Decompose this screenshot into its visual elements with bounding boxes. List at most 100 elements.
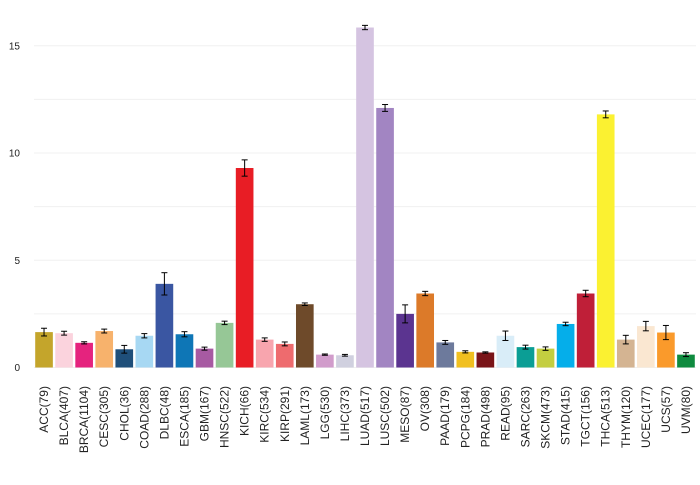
error-bar — [402, 304, 409, 324]
bar — [175, 334, 194, 368]
x-tick-label: GBM(167) — [198, 386, 212, 441]
error-bar — [542, 346, 549, 351]
x-tick-label: THCA(513) — [599, 386, 613, 447]
x-tick-label: COAD(288) — [137, 386, 151, 449]
y-tick-label: 10 — [9, 149, 21, 160]
x-tick-label: BLCA(407) — [57, 386, 71, 445]
bar — [95, 331, 114, 368]
error-bar — [261, 337, 268, 342]
error-bar — [622, 334, 629, 345]
bar — [657, 332, 675, 368]
bar — [316, 354, 334, 368]
y-axis: 0 5 10 15 — [9, 41, 21, 374]
error-bar — [341, 353, 348, 357]
bar — [376, 107, 394, 368]
bar — [135, 335, 154, 368]
bar — [516, 347, 535, 368]
bar — [416, 293, 435, 368]
x-tick-label: PAAD(179) — [438, 386, 452, 446]
bar — [215, 322, 234, 368]
error-bar — [582, 289, 589, 298]
x-tick-label: PCPG(184) — [458, 386, 472, 448]
error-bar — [61, 330, 68, 336]
x-tick-label: UCS(57) — [659, 386, 673, 433]
bar — [155, 283, 174, 368]
bar — [616, 339, 635, 368]
x-tick-label: DLBC(48) — [157, 386, 171, 439]
x-tick-label: UCEC(177) — [639, 386, 653, 448]
error-bar — [181, 331, 188, 338]
error-bar — [201, 346, 208, 351]
error-bar — [241, 159, 248, 177]
bar — [75, 342, 93, 368]
error-bar — [81, 341, 88, 345]
error-bars — [41, 24, 689, 358]
error-bar — [482, 351, 489, 354]
x-tick-label: KIRC(534) — [258, 386, 272, 443]
x-tick-label: THYM(120) — [619, 386, 633, 448]
error-bar — [121, 344, 128, 354]
x-tick-label: PRAD(498) — [478, 386, 492, 447]
error-bar — [221, 320, 228, 326]
x-tick-label: SKCM(473) — [539, 386, 553, 449]
error-bar — [462, 350, 469, 354]
error-bar — [161, 272, 168, 296]
error-bar — [642, 320, 649, 332]
x-tick-label: CHOL(36) — [117, 386, 131, 441]
x-tick-label: LUAD(517) — [358, 386, 372, 446]
x-tick-label: ACC(79) — [37, 386, 51, 433]
bars — [35, 27, 695, 368]
error-bar — [682, 352, 689, 358]
error-bar — [602, 110, 609, 119]
x-tick-label: LIHC(373) — [338, 386, 352, 441]
x-tick-label: SARC(263) — [518, 386, 532, 447]
error-bar — [321, 353, 328, 356]
bar — [195, 348, 214, 368]
bar — [115, 349, 134, 368]
error-bar — [562, 321, 569, 327]
y-tick-label: 0 — [14, 363, 20, 374]
x-tick-label: ESCA(185) — [177, 386, 191, 447]
bar — [456, 351, 475, 368]
bar — [556, 323, 575, 368]
x-tick-label: LAML(173) — [298, 386, 312, 445]
error-bar — [382, 104, 389, 112]
x-tick-label: READ(95) — [498, 386, 512, 441]
bar — [336, 355, 354, 368]
error-bar — [362, 24, 368, 31]
x-tick-label: OV(308) — [418, 386, 432, 431]
error-bar — [101, 328, 108, 334]
bar — [476, 352, 495, 368]
x-tick-label: LGG(530) — [318, 386, 332, 439]
x-tick-label: CESC(305) — [97, 386, 111, 447]
bar — [396, 313, 414, 368]
bar — [496, 335, 515, 368]
bar — [536, 348, 555, 368]
x-axis: ACC(79) BLCA(407) BRCA(1104) CESC(305) CHOL(… — [37, 386, 693, 453]
bar — [35, 332, 53, 368]
error-bar — [662, 324, 669, 341]
error-bar — [141, 333, 148, 339]
error-bar — [522, 344, 529, 350]
x-tick-label: STAD(415) — [559, 386, 573, 445]
bar — [275, 343, 294, 368]
bar — [255, 339, 274, 368]
x-tick-label: HNSC(522) — [218, 386, 232, 448]
error-bar — [41, 327, 48, 337]
bar — [436, 342, 455, 368]
bar — [677, 354, 695, 368]
bar — [295, 304, 314, 368]
error-bar — [281, 341, 288, 347]
bar — [637, 326, 655, 368]
error-bar — [301, 302, 308, 307]
y-tick-label: 5 — [14, 256, 20, 267]
bar — [55, 333, 73, 368]
x-tick-label: KIRP(291) — [278, 386, 292, 442]
y-tick-label: 15 — [9, 41, 21, 52]
x-tick-label: KICH(66) — [238, 386, 252, 436]
bar — [356, 27, 374, 368]
x-tick-label: MESO(87) — [398, 386, 412, 443]
error-bar — [502, 330, 509, 341]
